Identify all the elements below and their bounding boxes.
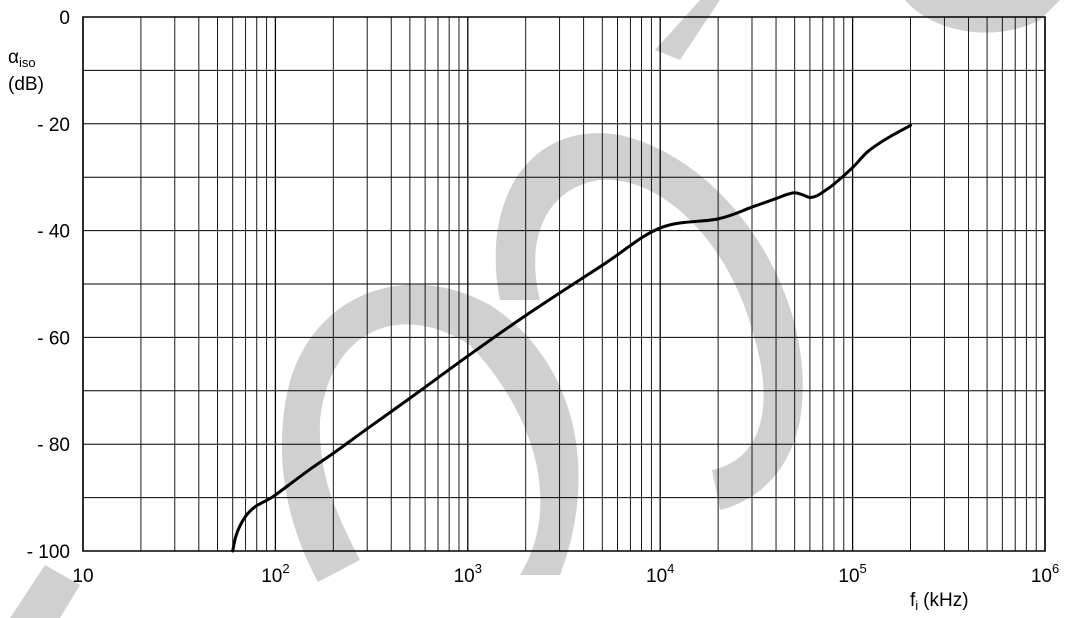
x-tick-label: 106 — [1031, 561, 1059, 587]
series-line — [231, 123, 913, 553]
x-tick-label: 104 — [646, 561, 674, 587]
y-tick-label: - 100 — [27, 542, 70, 563]
x-tick-label: 103 — [454, 561, 482, 587]
y-axis-subscript: iso — [19, 55, 36, 70]
y-tick-label: - 40 — [37, 222, 70, 243]
y-axis-symbol: α — [8, 47, 19, 68]
x-tick-label: 10 — [72, 566, 93, 587]
x-tick-label: 102 — [261, 561, 289, 587]
x-tick-label: 105 — [838, 561, 866, 587]
x-axis-label: fi (kHz) — [910, 590, 969, 613]
y-axis-unit: (dB) — [8, 74, 44, 95]
plot-frame — [82, 16, 1046, 552]
y-tick-labels: 0 - 20 - 40 - 60 - 80 - 100 — [27, 8, 70, 563]
x-axis-symbol: f — [910, 590, 916, 611]
watermark-shape — [655, 0, 720, 60]
y-tick-label: - 20 — [37, 115, 70, 136]
series-layer — [231, 123, 913, 553]
y-tick-label: - 80 — [37, 435, 70, 456]
y-tick-label: - 60 — [37, 328, 70, 349]
y-axis-label: αiso — [8, 47, 36, 70]
x-axis-unit: (kHz) — [923, 590, 968, 611]
y-tick-label: 0 — [59, 8, 70, 29]
watermark-shape — [495, 133, 803, 510]
watermark-shape — [281, 284, 579, 582]
x-axis-subscript: i — [915, 598, 918, 613]
watermark-shape — [10, 565, 80, 618]
x-tick-labels: 10 102 103 104 105 106 — [72, 561, 1059, 587]
